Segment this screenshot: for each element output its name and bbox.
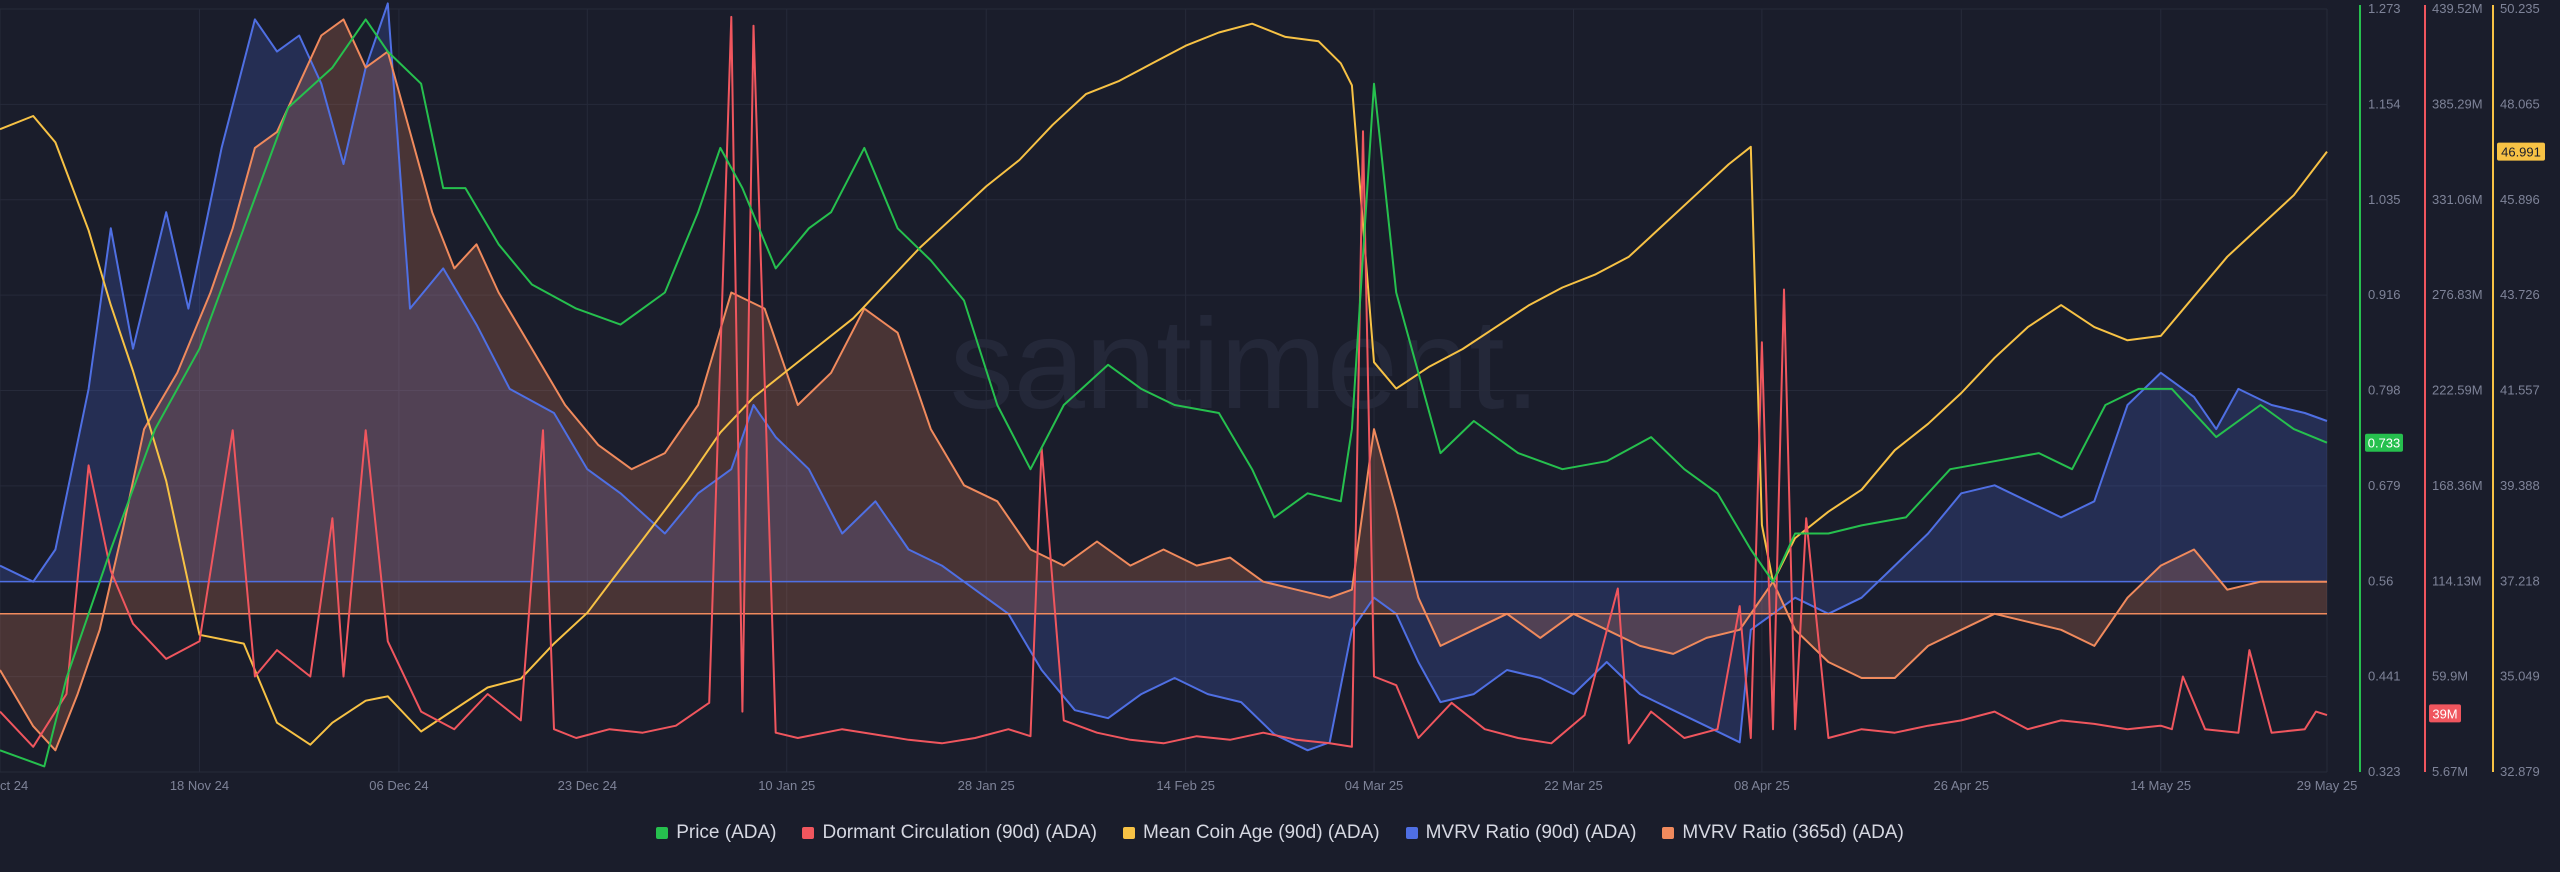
x-tick-label: 14 May 25 xyxy=(2130,778,2191,793)
grid-layer xyxy=(0,8,2328,773)
y-tick-label-dormant: 168.36M xyxy=(2432,478,2483,493)
x-tick-label: 18 Nov 24 xyxy=(170,778,229,793)
y-tick-label-coin_age: 45.896 xyxy=(2500,192,2540,207)
y-tick-label-coin_age: 37.218 xyxy=(2500,573,2540,588)
y-tick-label-dormant: 439.52M xyxy=(2432,1,2483,16)
current-value-label-dormant: 39M xyxy=(2432,706,2457,721)
legend-item-mean-coin-age[interactable]: Mean Coin Age (90d) (ADA) xyxy=(1123,822,1380,844)
y-tick-label-dormant: 59.9M xyxy=(2432,669,2468,684)
series-line-mean-coin-age xyxy=(0,22,2328,746)
line-layer xyxy=(0,2,2328,768)
y-tick-label-coin_age: 35.049 xyxy=(2500,669,2540,684)
y-tick-label-price: 1.035 xyxy=(2368,192,2401,207)
x-tick-label: 08 Apr 25 xyxy=(1734,778,1790,793)
series-line-mvrv-ratio xyxy=(0,2,2328,752)
x-tick-label: 29 May 25 xyxy=(2297,778,2358,793)
legend-swatch-mvrv-365d xyxy=(1662,827,1675,839)
y-tick-label-price: 0.916 xyxy=(2368,287,2401,302)
y-tick-label-price: 0.798 xyxy=(2368,383,2401,398)
x-tick-label: 23 Dec 24 xyxy=(558,778,617,793)
y-tick-label-dormant: 5.67M xyxy=(2432,764,2468,779)
y-tick-label-coin_age: 48.065 xyxy=(2500,96,2540,111)
y-tick-label-price: 0.679 xyxy=(2368,478,2401,493)
y-tick-label-coin_age: 39.388 xyxy=(2500,478,2540,493)
legend-label-mvrv-90d: MVRV Ratio (90d) (ADA) xyxy=(1425,822,1637,843)
series-line-mvrv-ratio xyxy=(0,18,2327,752)
watermark: santiment. xyxy=(950,293,1541,436)
legend-label-mvrv-365d: MVRV Ratio (365d) (ADA) xyxy=(1682,822,1904,843)
x-tick-label: 22 Mar 25 xyxy=(1544,778,1603,793)
y-tick-label-price: 1.154 xyxy=(2368,96,2401,111)
x-tick-label: 14 Feb 25 xyxy=(1156,778,1215,793)
current-value-badge-coin_age xyxy=(2497,142,2545,161)
current-value-label-coin_age: 46.991 xyxy=(2501,145,2541,160)
x-tick-label: 10 Jan 25 xyxy=(758,778,815,793)
legend-label-dormant-circulation: Dormant Circulation (90d) (ADA) xyxy=(822,822,1098,843)
y-tick-label-coin_age: 43.726 xyxy=(2500,287,2540,302)
x-tick-label: 06 Dec 24 xyxy=(369,778,428,793)
current-value-badge-dormant xyxy=(2429,704,2461,723)
x-tick-label: 31 Oct 24 xyxy=(0,778,28,793)
y-tick-label-coin_age: 32.879 xyxy=(2500,764,2540,779)
legend: Price (ADA) Dormant Circulation (90d) (A… xyxy=(0,818,2560,848)
y-tick-label-dormant: 385.29M xyxy=(2432,96,2483,111)
legend-swatch-mvrv-90d xyxy=(1405,827,1418,839)
y-tick-label-coin_age: 50.235 xyxy=(2500,1,2540,16)
series-area-mvrv-ratio xyxy=(0,3,2327,751)
legend-swatch-dormant-circulation xyxy=(802,827,815,839)
legend-swatch-price xyxy=(656,827,669,839)
axis-layer: 31 Oct 24 18 Nov 24 06 Dec 24 23 Dec 24 10 J… xyxy=(0,1,2545,793)
y-tick-label-price: 1.273 xyxy=(2368,1,2401,16)
legend-item-price[interactable]: Price (ADA) xyxy=(656,822,776,844)
y-tick-label-coin_age: 41.557 xyxy=(2500,383,2540,398)
legend-label-mean-coin-age: Mean Coin Age (90d) (ADA) xyxy=(1143,822,1380,843)
y-tick-label-dormant: 331.06M xyxy=(2432,192,2483,207)
legend-swatch-mean-coin-age xyxy=(1123,827,1136,839)
legend-item-mvrv-90d[interactable]: MVRV Ratio (90d) (ADA) xyxy=(1405,822,1637,844)
y-tick-label-dormant: 222.59M xyxy=(2432,383,2483,398)
legend-item-dormant-circulation[interactable]: Dormant Circulation (90d) (ADA) xyxy=(802,822,1097,844)
y-tick-label-price: 0.56 xyxy=(2368,573,2393,588)
x-tick-label: 04 Mar 25 xyxy=(1345,778,1404,793)
current-value-label-price: 0.733 xyxy=(2368,436,2401,451)
x-tick-label: 28 Jan 25 xyxy=(958,778,1015,793)
y-tick-label-dormant: 276.83M xyxy=(2432,287,2483,302)
series-line-dormant-circulation xyxy=(0,15,2328,748)
y-tick-label-price: 0.441 xyxy=(2368,669,2401,684)
series-line-price xyxy=(0,18,2328,768)
legend-item-mvrv-365d[interactable]: MVRV Ratio (365d) (ADA) xyxy=(1662,822,1904,844)
y-tick-label-price: 0.323 xyxy=(2368,764,2401,779)
legend-label-price: Price (ADA) xyxy=(676,822,777,843)
series-area-mvrv-ratio xyxy=(0,19,2327,751)
y-tick-label-dormant: 114.13M xyxy=(2432,573,2482,588)
area-layer xyxy=(0,3,2327,751)
current-value-badge-price xyxy=(2365,433,2403,452)
x-tick-label: 26 Apr 25 xyxy=(1934,778,1990,793)
